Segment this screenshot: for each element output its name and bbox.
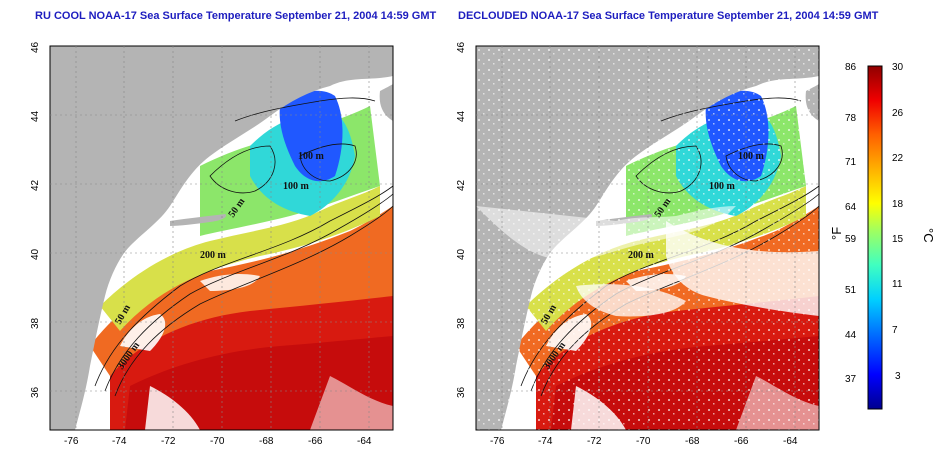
f-tick: 78	[845, 113, 857, 124]
f-tick: 64	[845, 202, 857, 213]
c-tick: 7	[892, 325, 898, 336]
right-lat-tick: 38	[456, 317, 467, 329]
c-tick: 15	[892, 234, 904, 245]
f-tick: 51	[845, 285, 857, 296]
f-tick: 59	[845, 234, 857, 245]
f-tick: 44	[845, 330, 857, 341]
colorbar-f-ticks: 86 78 71 64 59 51 44 37	[845, 62, 857, 385]
colorbar-gradient	[867, 65, 883, 410]
c-tick: 11	[892, 279, 903, 290]
right-lat-tick: 42	[456, 179, 467, 191]
f-tick: 71	[845, 157, 857, 168]
left-lat-tick: 46	[30, 41, 41, 53]
right-lat-tick: 44	[456, 110, 467, 122]
contour-label-100m-b: 100 m	[709, 181, 736, 192]
right-map-title: DECLOUDED NOAA-17 Sea Surface Temperatur…	[458, 10, 879, 22]
right-lon-tick: -76	[490, 436, 505, 447]
left-lat-tick: 42	[30, 179, 41, 191]
contour-label-100m-a: 100 m	[298, 151, 325, 162]
colorbar-c-ticks: 30 26 22 18 15 11 7 3	[892, 62, 904, 382]
right-lat-tick: 36	[456, 386, 467, 398]
left-lat-tick: 36	[30, 386, 41, 398]
c-tick: 30	[892, 62, 904, 73]
left-lon-axis: -76 -74 -72 -70 -68 -66 -64	[64, 436, 372, 447]
left-lon-tick: -72	[161, 436, 176, 447]
right-lon-tick: -64	[783, 436, 798, 447]
c-tick: 3	[895, 371, 901, 382]
f-tick: 37	[845, 374, 857, 385]
left-lon-tick: -70	[210, 436, 225, 447]
left-lon-tick: -68	[259, 436, 274, 447]
left-lon-tick: -64	[357, 436, 372, 447]
contour-label-100m-b: 100 m	[283, 181, 310, 192]
right-lat-tick: 40	[456, 248, 467, 260]
contour-label-200m: 200 m	[200, 250, 227, 261]
left-lat-tick: 40	[30, 248, 41, 260]
c-tick: 18	[892, 199, 904, 210]
right-lon-tick: -72	[587, 436, 602, 447]
left-sst-map: 100 m 100 m 50 m 200 m 50 m 3000 m	[49, 45, 394, 431]
contour-label-200m: 200 m	[628, 250, 655, 261]
colorbar-celsius-label: °C	[921, 228, 936, 243]
right-lon-axis: -76 -74 -72 -70 -68 -66 -64	[490, 436, 798, 447]
right-lat-axis: 36 38 40 42 44 46	[456, 41, 467, 398]
left-lon-tick: -76	[64, 436, 79, 447]
right-lon-tick: -66	[734, 436, 749, 447]
right-lon-tick: -68	[685, 436, 700, 447]
c-tick: 22	[892, 153, 904, 164]
contour-label-100m-a: 100 m	[738, 151, 765, 162]
left-lon-tick: -66	[308, 436, 323, 447]
right-lat-tick: 46	[456, 41, 467, 53]
left-lon-tick: -74	[112, 436, 127, 447]
c-tick: 26	[892, 108, 904, 119]
f-tick: 86	[845, 62, 857, 73]
left-lat-tick: 44	[30, 110, 41, 122]
colorbar-fahrenheit-label: °F	[829, 227, 844, 240]
temperature-colorbar: 86 78 71 64 59 51 44 37 30 26 22 18 15 1…	[829, 62, 936, 410]
left-lat-axis: 36 38 40 42 44 46	[30, 41, 41, 398]
right-lon-tick: -70	[636, 436, 651, 447]
left-lat-tick: 38	[30, 317, 41, 329]
left-map-title: RU COOL NOAA-17 Sea Surface Temperature …	[35, 10, 437, 22]
right-lon-tick: -74	[538, 436, 553, 447]
right-sst-map: 100 m 100 m 50 m 200 m 50 m 3000 m	[475, 45, 820, 431]
